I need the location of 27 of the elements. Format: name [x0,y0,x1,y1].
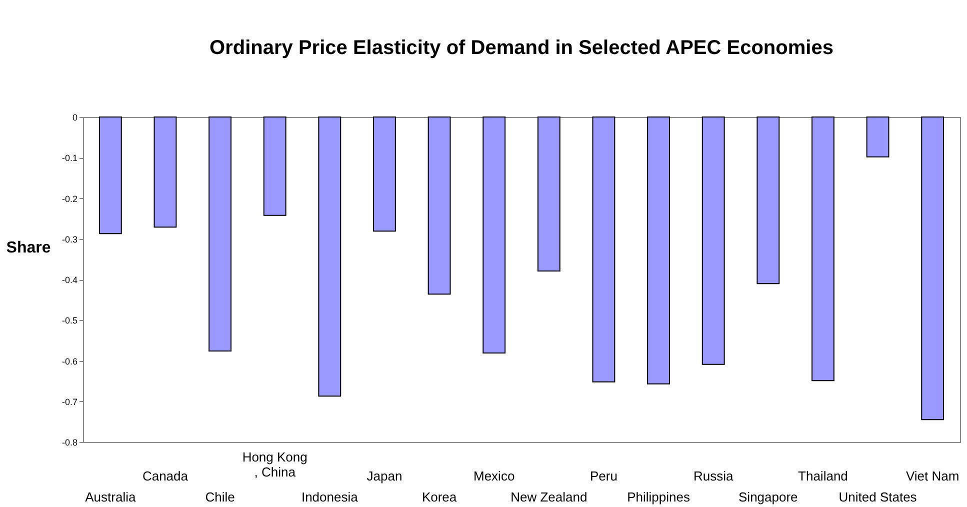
chart-title: Ordinary Price Elasticity of Demand in Selected APEC Economies [210,37,834,59]
x-tick-label: Hong Kong, China [242,450,308,480]
x-tick-label: United States [838,490,918,504]
x-tick-label: Mexico [474,468,515,484]
y-tick-label: -0.7 [62,396,78,407]
x-tick-label: Russia [693,468,734,484]
x-tick-label: Korea [422,490,458,504]
x-tick-label: Chile [205,490,235,504]
y-tick-label: -0.3 [62,234,78,244]
y-tick-label: -0.1 [62,153,78,164]
x-tick-label: Peru [590,468,618,484]
x-tick-label: Philippines [627,490,690,504]
x-tick-label: Indonesia [301,490,359,504]
x-tick-label: Canada [142,468,189,484]
y-tick-label: -0.5 [62,316,78,326]
x-tick-label: New Zealand [510,490,588,504]
y-tick-label: 0 [72,112,78,122]
y-axis-title: Share [6,240,51,256]
x-tick-label: Australia [85,490,136,504]
x-tick-label: Japan [366,468,402,484]
y-tick-label: -0.2 [62,194,78,204]
y-tick-label: -0.4 [62,275,78,285]
x-tick-label: Viet Nam [906,468,960,484]
x-tick-label: Thailand [798,468,848,484]
y-tick-label: -0.6 [62,356,78,366]
y-tick-label: -0.8 [62,438,78,448]
x-tick-label: Singapore [738,490,798,504]
